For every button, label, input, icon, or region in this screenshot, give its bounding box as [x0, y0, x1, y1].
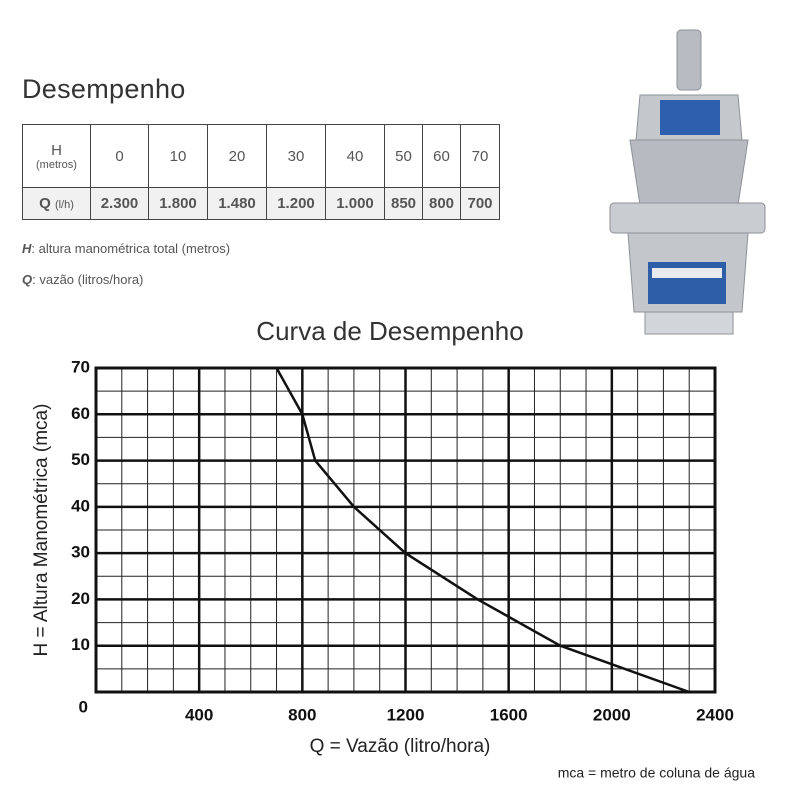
y-axis-label: H = Altura Manométrica (mca) — [31, 404, 52, 657]
y-tick-label: 0 — [79, 697, 88, 716]
curve — [275, 367, 690, 694]
table-cell: 800 — [422, 187, 461, 220]
table-cell: 1.200 — [266, 187, 326, 220]
table-cell: 20 — [207, 124, 267, 188]
x-tick-label: 2000 — [593, 705, 631, 724]
y-tick-label: 30 — [71, 543, 90, 562]
y-tick-label: 60 — [71, 404, 90, 423]
table-cell: 1.000 — [325, 187, 385, 220]
table-cell: 1.800 — [148, 187, 208, 220]
row-unit: (metros) — [36, 158, 77, 171]
x-axis-label: Q = Vazão (litro/hora) — [310, 736, 491, 757]
row-label: Q — [39, 195, 51, 212]
table-row: Q (l/h) 2.300 1.800 1.480 1.200 1.000 850 800 7… — [22, 187, 500, 220]
x-tick-label: 400 — [185, 705, 213, 724]
note-symbol: Q — [22, 272, 33, 287]
y-tick-label: 40 — [71, 496, 90, 515]
table-row: H (metros) 0 10 20 30 40 50 60 70 — [22, 124, 500, 188]
note-symbol: H — [22, 241, 32, 256]
note: Q: vazão (litros/hora) — [22, 272, 143, 287]
row-header: Q (l/h) — [22, 187, 91, 220]
note-text: : altura manométrica total (metros) — [31, 241, 231, 256]
table-cell: 40 — [325, 124, 385, 188]
note: H: altura manométrica total (metros) — [22, 241, 230, 256]
note-text: : vazão (litros/hora) — [32, 272, 144, 287]
row-unit: (l/h) — [54, 199, 74, 211]
x-tick-label: 800 — [288, 705, 316, 724]
x-tick-label: 1200 — [387, 705, 425, 724]
row-label: H — [51, 141, 62, 159]
table-cell: 2.300 — [90, 187, 149, 220]
plot-frame — [94, 366, 717, 694]
y-tick-label: 50 — [71, 450, 90, 469]
row-header: H (metros) — [22, 124, 91, 188]
table-cell: 700 — [460, 187, 500, 220]
x-tick-label: 1600 — [490, 705, 528, 724]
y-tick-label: 70 — [71, 357, 90, 376]
heading: Desempenho — [22, 74, 186, 104]
table-cell: 30 — [266, 124, 326, 188]
table-cell: 1.480 — [207, 187, 267, 220]
footnote: mca = metro de coluna de água — [558, 765, 756, 781]
chart-title: Curva de Desempenho — [256, 316, 523, 346]
table-cell: 70 — [460, 124, 500, 188]
table-cell: 850 — [384, 187, 423, 220]
x-tick-label: 2400 — [696, 705, 734, 724]
pump-image — [609, 29, 766, 335]
y-tick-label: 20 — [71, 589, 90, 608]
performance-table: H (metros) 0 10 20 30 40 50 60 70 Q (l/h) 2.300 1… — [22, 124, 500, 220]
y-tick-label: 10 — [71, 635, 90, 654]
